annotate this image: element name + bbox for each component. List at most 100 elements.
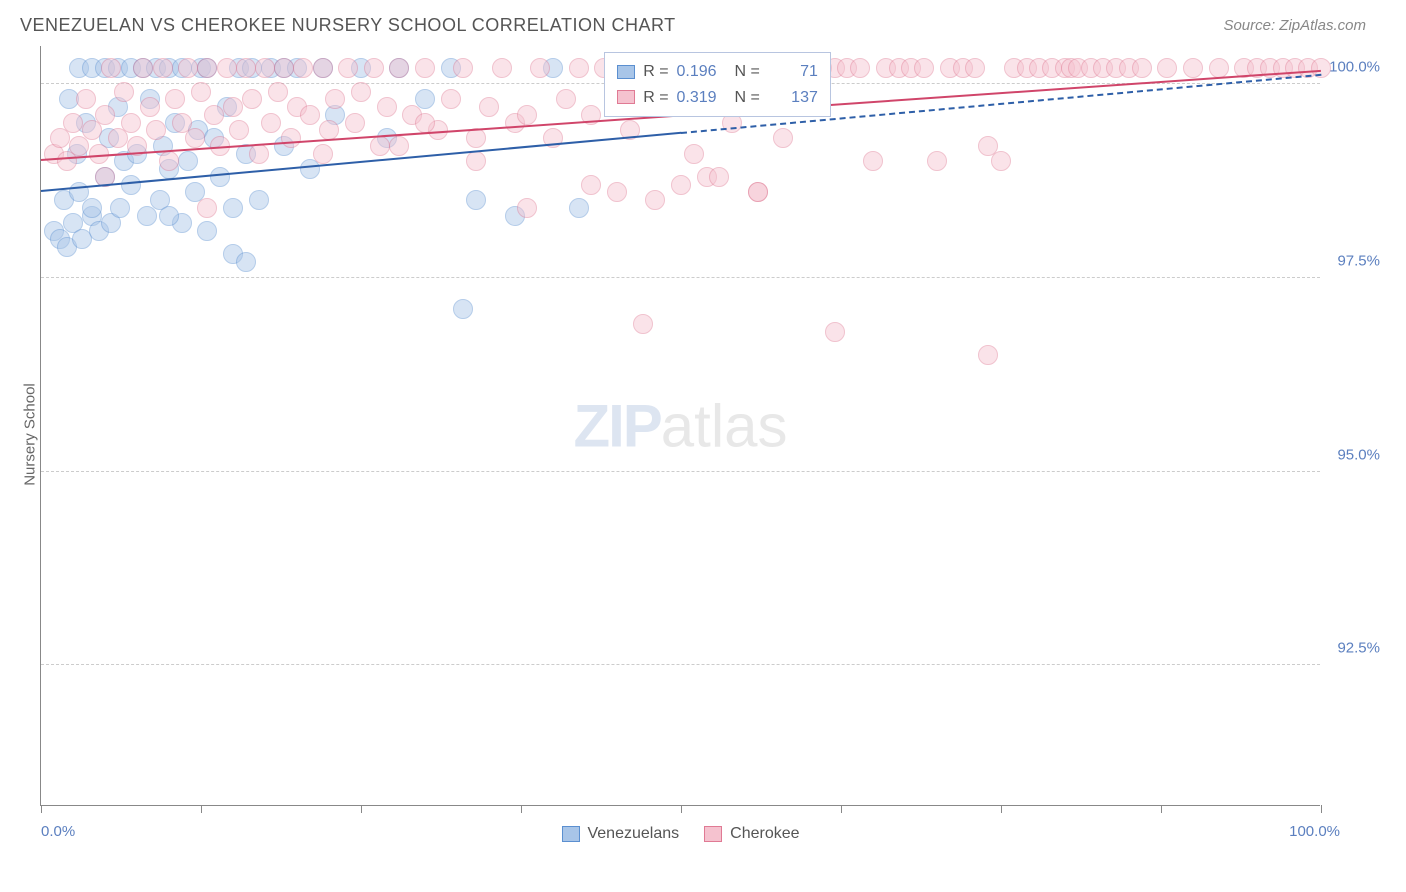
x-tick [361,805,362,813]
x-tick [841,805,842,813]
legend-swatch [617,65,635,79]
data-point [159,206,179,226]
gridline [41,664,1320,665]
plot-region: ZIPatlas 92.5%95.0%97.5%100.0%0.0%100.0%… [40,46,1320,806]
data-point [63,113,83,133]
data-point [146,120,166,140]
data-point [709,167,729,187]
data-point [197,221,217,241]
data-point [345,113,365,133]
n-label: N = [735,59,760,85]
chart-area: Nursery School ZIPatlas 92.5%95.0%97.5%1… [40,46,1406,806]
data-point [121,113,141,133]
y-tick-label: 95.0% [1337,446,1380,463]
data-point [178,58,198,78]
data-point [133,58,153,78]
data-point [479,97,499,117]
data-point [748,182,768,202]
legend-row: R =0.319N =137 [617,85,818,111]
data-point [466,151,486,171]
data-point [927,151,947,171]
watermark: ZIPatlas [573,391,787,460]
data-point [325,89,345,109]
data-point [978,345,998,365]
data-point [466,190,486,210]
y-tick-label: 97.5% [1337,252,1380,269]
n-label: N = [735,85,760,111]
data-point [441,89,461,109]
data-point [556,89,576,109]
n-value: 137 [768,85,818,111]
legend-row: R = 0.196 N = 71 [617,59,818,85]
series-name: Venezuelans [587,825,679,843]
data-point [281,128,301,148]
n-value: 71 [768,59,818,85]
data-point [415,113,435,133]
data-point [684,144,704,164]
correlation-legend: R = 0.196 N = 71R = 0.319 N = 137 [604,52,831,117]
y-tick-label: 92.5% [1337,640,1380,657]
data-point [249,144,269,164]
data-point [114,82,134,102]
data-point [914,58,934,78]
data-point [991,151,1011,171]
data-point [153,58,173,78]
x-tick [1001,805,1002,813]
legend-swatch [617,90,635,104]
chart-title: VENEZUELAN VS CHEROKEE NURSERY SCHOOL CO… [20,15,676,36]
gridline [41,277,1320,278]
data-point [101,58,121,78]
data-point [389,136,409,156]
y-tick-label: 100.0% [1329,58,1380,75]
data-point [268,82,288,102]
r-value: 0.196 [677,59,727,85]
x-tick [201,805,202,813]
data-point [76,89,96,109]
gridline [41,471,1320,472]
data-point [236,58,256,78]
data-point [671,175,691,195]
data-point [274,58,294,78]
data-point [217,58,237,78]
data-point [370,136,390,156]
data-point [236,252,256,272]
data-point [863,151,883,171]
data-point [530,58,550,78]
data-point [1157,58,1177,78]
data-point [95,105,115,125]
data-point [300,105,320,125]
data-point [121,175,141,195]
data-point [338,58,358,78]
data-point [249,190,269,210]
x-tick [41,805,42,813]
data-point [313,58,333,78]
data-point [197,58,217,78]
data-point [377,97,397,117]
data-point [569,198,589,218]
data-point [1183,58,1203,78]
x-tick [681,805,682,813]
r-value: 0.319 [677,85,727,111]
data-point [364,58,384,78]
data-point [197,198,217,218]
series-legend-item: Cherokee [704,825,799,843]
data-point [210,167,230,187]
data-point [82,198,102,218]
data-point [229,120,249,140]
data-point [1209,58,1229,78]
data-point [850,58,870,78]
data-point [110,198,130,218]
data-point [645,190,665,210]
data-point [517,198,537,218]
data-point [140,97,160,117]
data-point [319,120,339,140]
chart-header: VENEZUELAN VS CHEROKEE NURSERY SCHOOL CO… [0,0,1406,46]
x-tick [521,805,522,813]
data-point [204,105,224,125]
data-point [223,198,243,218]
source-label: Source: ZipAtlas.com [1223,17,1366,34]
series-name: Cherokee [730,825,799,843]
data-point [351,82,371,102]
r-label: R = [643,59,668,85]
data-point [178,151,198,171]
